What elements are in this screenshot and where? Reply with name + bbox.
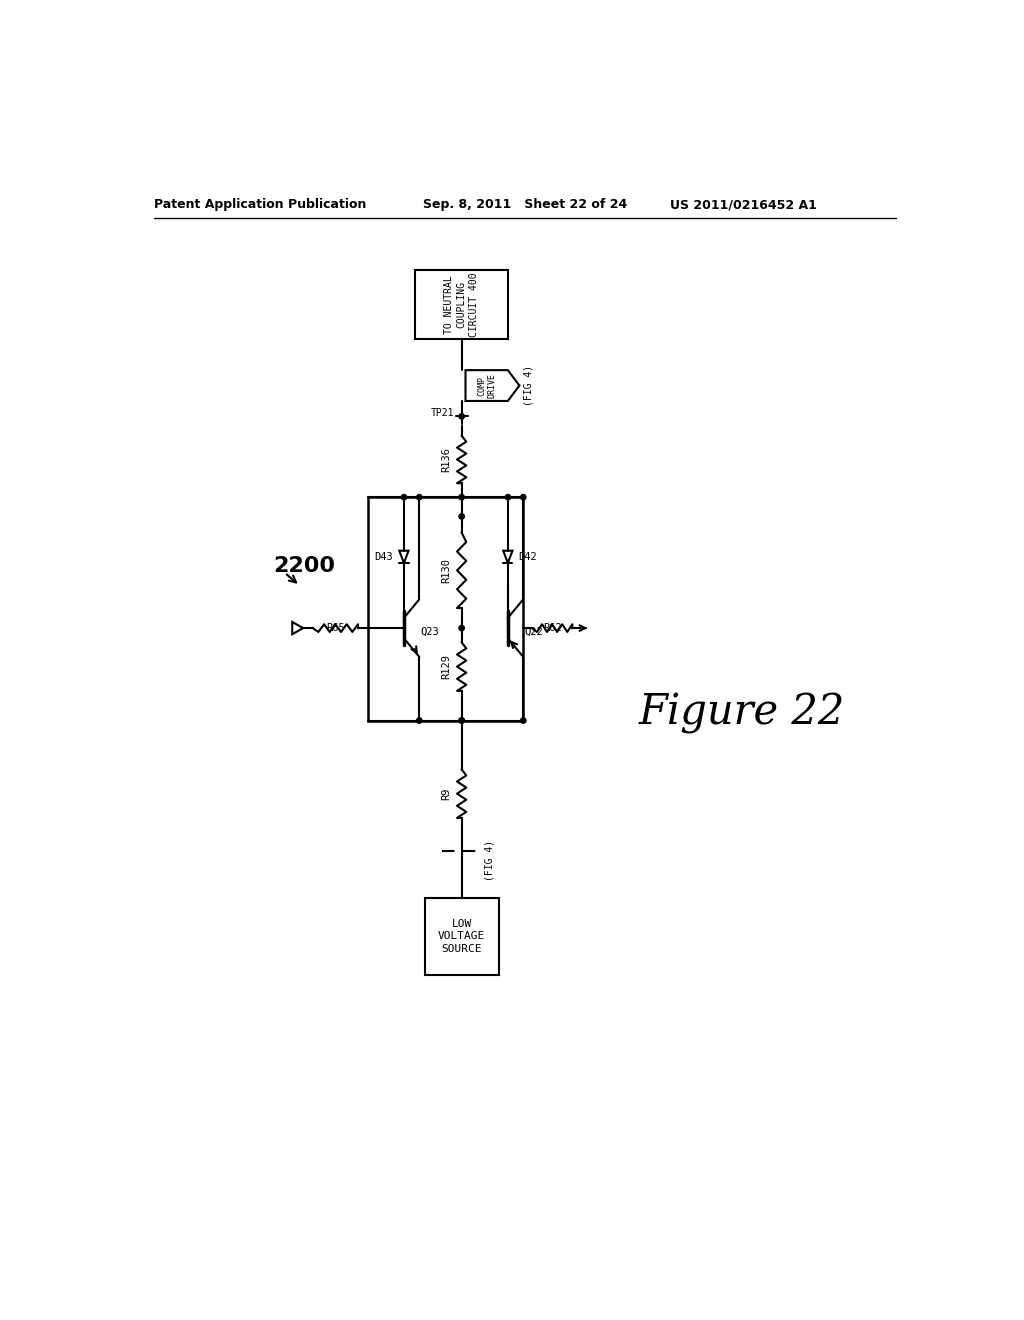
Text: D42: D42: [518, 552, 538, 562]
Text: R62: R62: [543, 623, 561, 634]
Circle shape: [459, 513, 464, 519]
Circle shape: [520, 718, 526, 723]
Text: LOW
VOLTAGE
SOURCE: LOW VOLTAGE SOURCE: [438, 919, 485, 953]
Circle shape: [459, 718, 464, 723]
Text: R129: R129: [441, 655, 451, 678]
Circle shape: [417, 495, 422, 500]
Text: Q22: Q22: [524, 627, 544, 638]
Text: R130: R130: [441, 558, 451, 583]
Text: D43: D43: [375, 552, 393, 562]
Circle shape: [459, 413, 464, 418]
Circle shape: [505, 495, 511, 500]
Circle shape: [401, 495, 407, 500]
Text: R9: R9: [441, 788, 451, 800]
Text: TO NEUTRAL
COUPLING
CIRCUIT 400: TO NEUTRAL COUPLING CIRCUIT 400: [444, 272, 479, 337]
Polygon shape: [292, 622, 303, 635]
Text: Q23: Q23: [421, 627, 439, 638]
Text: (FIG 4): (FIG 4): [523, 366, 534, 407]
Text: COMP
DRIVE: COMP DRIVE: [477, 374, 497, 399]
Circle shape: [520, 495, 526, 500]
Text: US 2011/0216452 A1: US 2011/0216452 A1: [670, 198, 816, 211]
Bar: [416, 271, 508, 339]
Text: Patent Application Publication: Patent Application Publication: [154, 198, 366, 211]
Text: Figure 22: Figure 22: [639, 692, 845, 734]
Polygon shape: [503, 550, 512, 564]
Bar: [368, 498, 523, 721]
Text: R65: R65: [326, 623, 345, 634]
Bar: [425, 898, 499, 974]
Circle shape: [459, 718, 464, 723]
Text: R136: R136: [441, 447, 451, 473]
Text: (FIG 4): (FIG 4): [484, 840, 495, 882]
Circle shape: [417, 718, 422, 723]
Circle shape: [459, 626, 464, 631]
Circle shape: [459, 495, 464, 500]
Text: Sep. 8, 2011   Sheet 22 of 24: Sep. 8, 2011 Sheet 22 of 24: [423, 198, 628, 211]
Text: TP21: TP21: [430, 408, 454, 417]
Text: 2200: 2200: [273, 557, 335, 577]
Polygon shape: [399, 550, 409, 564]
Polygon shape: [466, 370, 519, 401]
